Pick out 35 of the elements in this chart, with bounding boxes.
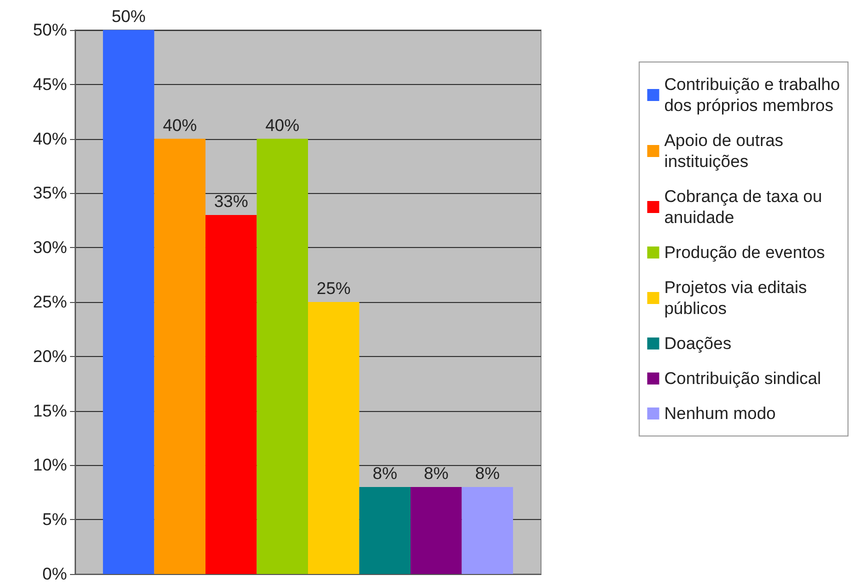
data-label: 33%: [214, 192, 248, 211]
y-tick-label: 20%: [32, 346, 67, 366]
y-tick-label: 30%: [32, 238, 67, 258]
y-tick-label: 10%: [32, 456, 67, 475]
y-tick-label: 5%: [42, 510, 67, 530]
bar: [410, 486, 462, 574]
y-tick-label: 25%: [32, 292, 67, 312]
y-tick-label: 40%: [32, 129, 67, 148]
bar: [256, 138, 308, 574]
legend-label: Doações: [664, 334, 732, 353]
bar: [102, 30, 154, 574]
legend-label: Cobrança de taxa ou anuidade: [664, 187, 822, 227]
data-label: 50%: [112, 7, 146, 26]
data-label: 25%: [316, 279, 351, 298]
legend-label: Projetos via editais públicos: [664, 278, 807, 318]
y-tick-label: 0%: [42, 564, 67, 584]
bar: [205, 214, 257, 574]
y-tick-label: 45%: [32, 74, 67, 94]
legend-label: Contribuição e trabalho dos próprios membros: [664, 75, 840, 115]
y-tick-label: 35%: [32, 184, 67, 203]
y-tick-label: 15%: [32, 401, 67, 420]
bar: [308, 302, 360, 574]
data-label: 8%: [372, 464, 398, 483]
data-label: 8%: [424, 464, 448, 483]
legend-label: Nenhum modo: [664, 404, 776, 423]
y-tick-label: 50%: [32, 20, 67, 40]
legend-label: Contribuição sindical: [664, 369, 822, 388]
data-label: 40%: [265, 116, 300, 135]
legend-label: Apoio de outras instituições: [664, 131, 784, 171]
legend-label: Produção de eventos: [664, 243, 825, 262]
bar: [462, 486, 514, 574]
data-label: 8%: [475, 464, 500, 483]
bar: [359, 486, 411, 574]
data-label: 40%: [162, 116, 197, 135]
bar: [154, 138, 206, 574]
